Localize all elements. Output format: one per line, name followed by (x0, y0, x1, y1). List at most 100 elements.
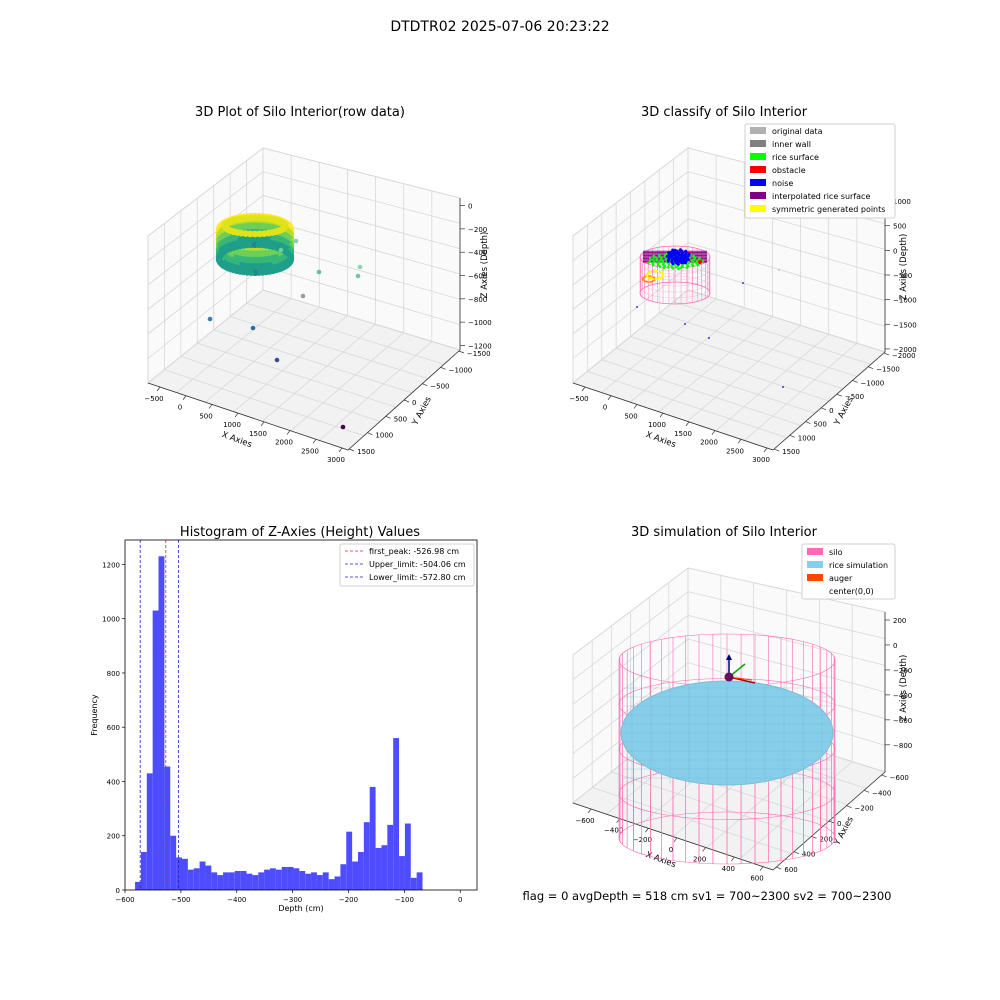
sim-y-tick (811, 836, 817, 839)
histogram-bar (269, 868, 276, 890)
footer-status: flag = 0 avgDepth = 518 cm sv1 = 700~230… (523, 889, 892, 903)
raw-grid-x (204, 306, 320, 403)
cls-grid-y (587, 370, 788, 439)
raw-outlier-point (357, 264, 363, 270)
raw-y-tick (385, 416, 391, 419)
raw-x-tick (182, 395, 187, 400)
sim-z-label: Z Axies (Depth) (899, 655, 909, 722)
histogram-x-tick-label: −400 (227, 896, 246, 904)
sim-x-tick (673, 837, 678, 843)
cls-rice-point (655, 259, 659, 262)
histogram-x-tick-label: 0 (458, 896, 462, 904)
sim-grid-y (592, 787, 792, 855)
cls-rice-point (677, 267, 680, 271)
raw-z-tick-label: −1000 (468, 319, 492, 327)
sim-z-tick-label: −200 (893, 667, 912, 675)
cls-rice-point (697, 263, 700, 267)
histogram-legend-label: Upper_limit: -504.06 cm (369, 560, 466, 569)
cls-rice-point (698, 256, 701, 260)
histogram-bar (393, 738, 400, 890)
raw-outlier-point (340, 424, 346, 430)
cls-x-tick-label: 2000 (700, 439, 718, 447)
histogram-bar (234, 871, 241, 890)
histogram-bar (287, 866, 294, 890)
raw-grid-y (164, 369, 365, 437)
sim-x-tick (702, 847, 706, 852)
sim-x-tick-label: −400 (604, 827, 623, 835)
raw-y-tick-label: 1500 (357, 448, 375, 456)
cls-sym-point (643, 280, 646, 282)
cls-noise-point (671, 248, 675, 252)
histogram-title: Histogram of Z-Axies (Height) Values (180, 525, 420, 540)
cls-y-tick (789, 434, 795, 438)
cls-noise-point (687, 252, 691, 256)
cls-obstacle-point (698, 260, 702, 264)
histogram-bar (322, 872, 329, 890)
histogram-bar (299, 871, 306, 890)
cls-rice-point (701, 259, 705, 263)
sim-center-point (724, 672, 734, 682)
sim-x-tick-label: 400 (722, 865, 735, 873)
cls-x-tick (685, 421, 690, 427)
raw-y-tick (422, 383, 428, 386)
histogram-bar (416, 872, 423, 890)
histogram-bar (176, 857, 182, 890)
cls-x-tick-label: 1500 (674, 430, 692, 438)
raw-outlier-point (355, 273, 361, 279)
sim-y-tick (846, 805, 852, 808)
histogram-bar (357, 852, 364, 890)
cls-sym-point (649, 275, 652, 277)
cls-noise-point (671, 253, 675, 257)
histogram-bar (164, 766, 171, 890)
sim-legend-label: rice simulation (829, 561, 888, 570)
cls-grid-y (673, 301, 872, 365)
cls-grid-y (616, 347, 816, 414)
cls-x-tick (607, 395, 612, 400)
raw-x-tick (286, 430, 291, 435)
sim-grid-z (572, 614, 886, 705)
histogram-bar (217, 875, 224, 890)
cls-legend-swatch (750, 153, 766, 160)
cls-noise-point (636, 306, 638, 308)
sim-z-tick-label: −600 (893, 717, 912, 725)
histogram-legend-box (339, 543, 475, 587)
histogram-bar (258, 872, 265, 890)
cls-grid-z (572, 289, 886, 384)
cls-legend-label: rice surface (772, 153, 819, 162)
sim-x-tick-label: 200 (693, 855, 706, 863)
histogram-bar (152, 610, 159, 890)
raw-x-tick (156, 386, 161, 392)
panel-raw-data: 3D Plot of Silo Interior(row data) −500 0… (144, 105, 491, 464)
raw-outlier-point (250, 325, 256, 331)
raw-y-tick-label: 1000 (375, 432, 393, 440)
cls-rice-point (660, 256, 663, 260)
cls-rice-point (679, 266, 683, 269)
sim-x-tick-label: −600 (575, 817, 594, 825)
histogram-bar (311, 872, 317, 890)
sim-y-tick-label: −400 (872, 789, 891, 797)
cls-z-tick-label: −1000 (893, 297, 917, 305)
cls-rice-point (651, 263, 655, 267)
sim-z-tick-label: 0 (893, 642, 897, 650)
cls-x-tick-label: −500 (569, 395, 588, 403)
cls-noise-point (708, 337, 710, 339)
histogram-bar (135, 881, 141, 890)
cls-x-tick-label: 0 (603, 404, 607, 412)
sim-grid-y (611, 771, 811, 838)
cls-noise-point (742, 282, 744, 284)
cls-y-tick (773, 448, 780, 452)
cls-z-label: Z Axies (Depth) (899, 234, 909, 301)
histogram-bar (158, 556, 165, 890)
histogram-y-tick-label: 400 (107, 778, 120, 786)
raw-grid-x (233, 315, 348, 413)
histogram-bar (205, 865, 212, 890)
raw-z-tick-label: −400 (468, 249, 487, 257)
histogram-x-tick-label: −300 (283, 896, 302, 904)
cls-z-tick-label: −1500 (893, 321, 917, 329)
histogram-bar (404, 823, 411, 890)
cls-legend-swatch (750, 140, 766, 147)
histogram-bar (293, 868, 300, 890)
sim-x-tick (731, 856, 735, 862)
histogram-bar (146, 773, 153, 890)
cls-rice-point (661, 259, 665, 263)
